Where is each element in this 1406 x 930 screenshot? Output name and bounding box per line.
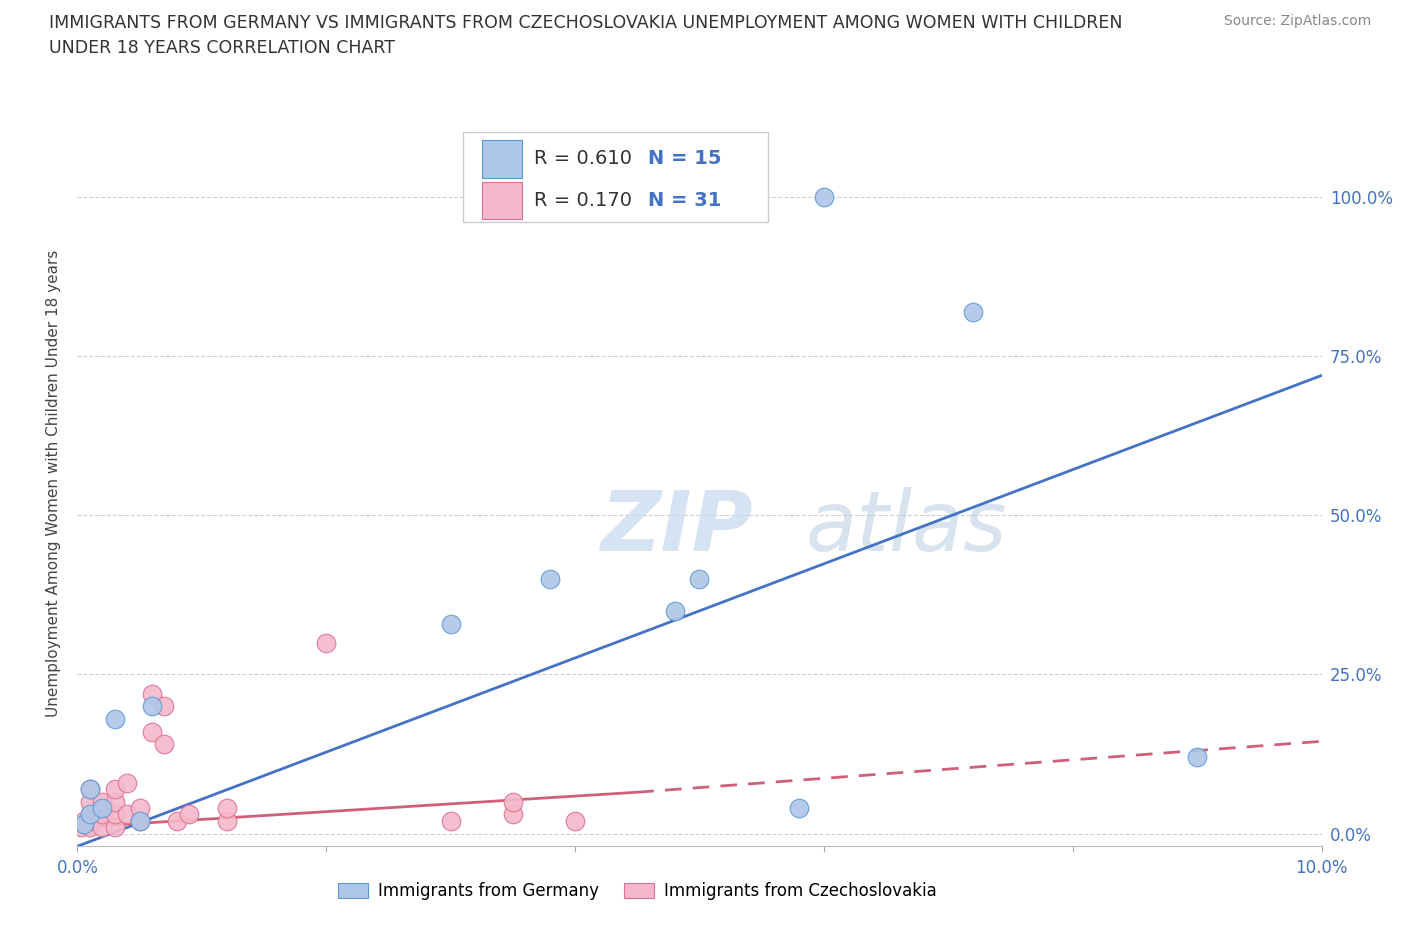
Point bbox=[141, 698, 163, 713]
Point bbox=[72, 817, 94, 831]
Point bbox=[1187, 750, 1209, 764]
Point bbox=[79, 781, 101, 796]
Point bbox=[166, 814, 188, 829]
Point bbox=[79, 814, 101, 829]
Point bbox=[440, 814, 463, 829]
Point bbox=[128, 801, 150, 816]
Point bbox=[215, 814, 238, 829]
Point bbox=[104, 819, 127, 834]
Point bbox=[72, 814, 94, 829]
Text: IMMIGRANTS FROM GERMANY VS IMMIGRANTS FROM CZECHOSLOVAKIA UNEMPLOYMENT AMONG WOM: IMMIGRANTS FROM GERMANY VS IMMIGRANTS FR… bbox=[49, 14, 1123, 32]
Point bbox=[104, 781, 127, 796]
Text: Source: ZipAtlas.com: Source: ZipAtlas.com bbox=[1223, 14, 1371, 28]
Point bbox=[128, 814, 150, 829]
Point bbox=[564, 814, 586, 829]
Point bbox=[91, 794, 114, 809]
Point bbox=[79, 819, 101, 834]
Point bbox=[813, 190, 835, 205]
Point bbox=[79, 781, 101, 796]
Point bbox=[91, 819, 114, 834]
Point bbox=[315, 635, 337, 650]
Text: N = 31: N = 31 bbox=[648, 191, 721, 210]
Point bbox=[79, 807, 101, 822]
Point bbox=[79, 794, 101, 809]
Point bbox=[440, 617, 463, 631]
Point bbox=[502, 794, 524, 809]
Legend: Immigrants from Germany, Immigrants from Czechoslovakia: Immigrants from Germany, Immigrants from… bbox=[332, 875, 943, 907]
Point bbox=[141, 724, 163, 739]
Text: N = 15: N = 15 bbox=[648, 150, 721, 168]
Point bbox=[179, 807, 201, 822]
Point bbox=[153, 737, 176, 752]
Point bbox=[91, 801, 114, 816]
Text: ZIP: ZIP bbox=[600, 486, 752, 567]
Text: R = 0.170: R = 0.170 bbox=[534, 191, 631, 210]
FancyBboxPatch shape bbox=[482, 181, 522, 219]
Point bbox=[104, 794, 127, 809]
FancyBboxPatch shape bbox=[463, 132, 768, 222]
Point bbox=[689, 572, 711, 587]
Point bbox=[128, 814, 150, 829]
Point bbox=[115, 807, 138, 822]
Point bbox=[104, 711, 127, 726]
Y-axis label: Unemployment Among Women with Children Under 18 years: Unemployment Among Women with Children U… bbox=[46, 250, 62, 717]
FancyBboxPatch shape bbox=[482, 140, 522, 178]
Point bbox=[70, 819, 93, 834]
Point bbox=[141, 686, 163, 701]
Text: R = 0.610: R = 0.610 bbox=[534, 150, 631, 168]
Point bbox=[538, 572, 561, 587]
Point bbox=[153, 698, 176, 713]
Point bbox=[79, 807, 101, 822]
Point bbox=[115, 776, 138, 790]
Point bbox=[104, 807, 127, 822]
Point bbox=[664, 604, 686, 618]
Text: atlas: atlas bbox=[806, 486, 1007, 567]
Point bbox=[787, 801, 810, 816]
Text: UNDER 18 YEARS CORRELATION CHART: UNDER 18 YEARS CORRELATION CHART bbox=[49, 39, 395, 57]
Point bbox=[215, 801, 238, 816]
Point bbox=[502, 807, 524, 822]
Point bbox=[962, 304, 984, 319]
Point bbox=[91, 807, 114, 822]
